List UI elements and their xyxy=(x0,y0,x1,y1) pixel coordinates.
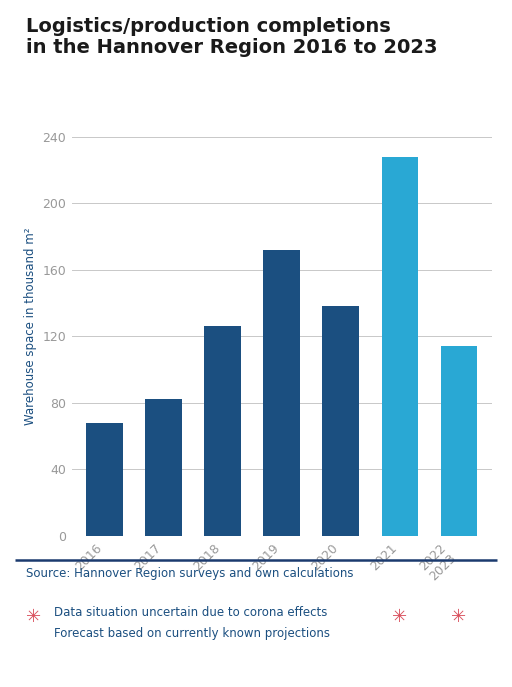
Bar xyxy=(86,423,122,536)
Bar xyxy=(381,157,418,536)
Text: ✳: ✳ xyxy=(26,608,41,626)
Y-axis label: Warehouse space in thousand m²: Warehouse space in thousand m² xyxy=(24,227,37,425)
Bar xyxy=(204,326,241,536)
Text: ✳: ✳ xyxy=(452,608,466,626)
Bar xyxy=(145,400,182,536)
Text: Forecast based on currently known projections: Forecast based on currently known projec… xyxy=(54,627,330,640)
Bar xyxy=(323,306,359,536)
Text: ✳: ✳ xyxy=(392,608,408,626)
Text: in the Hannover Region 2016 to 2023: in the Hannover Region 2016 to 2023 xyxy=(26,38,437,57)
Text: Data situation uncertain due to corona effects: Data situation uncertain due to corona e… xyxy=(54,606,327,619)
Text: Logistics/production completions: Logistics/production completions xyxy=(26,17,390,36)
Bar xyxy=(441,346,477,536)
Bar xyxy=(263,250,300,536)
Text: Source: Hannover Region surveys and own calculations: Source: Hannover Region surveys and own … xyxy=(26,567,353,580)
